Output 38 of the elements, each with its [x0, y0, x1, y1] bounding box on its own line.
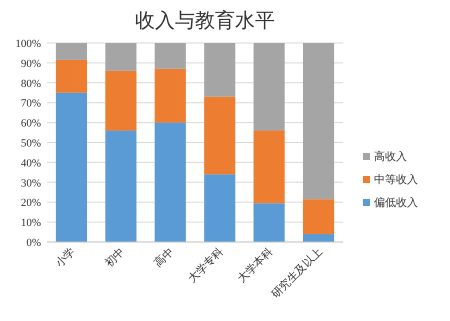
bar: [105, 70, 136, 131]
x-tick-label: 大学本科: [234, 244, 276, 286]
x-tick-label: 小学: [52, 244, 78, 270]
y-tick-label: 90%: [20, 58, 41, 70]
bar: [56, 92, 88, 242]
y-tick-label: 60%: [20, 118, 41, 130]
chart-title: 收入与教育水平: [135, 8, 275, 32]
bar: [302, 43, 334, 200]
x-tick-label: 初中: [102, 244, 127, 270]
legend-label: 中等收入: [374, 173, 418, 186]
bar: [204, 96, 236, 174]
y-tick-label: 70%: [20, 98, 41, 110]
bar: [56, 60, 88, 93]
bar: [254, 130, 285, 204]
bar: [302, 234, 334, 242]
bar: [204, 43, 236, 97]
x-tick-label: 大学专科: [186, 244, 226, 286]
x-tick-label: 高中: [152, 244, 176, 270]
bar: [204, 174, 236, 242]
bar: [105, 43, 136, 71]
legend-label: 高收入: [374, 150, 407, 163]
bar: [154, 122, 186, 242]
bar: [105, 130, 136, 242]
bar: [154, 43, 186, 69]
bar: [254, 203, 285, 242]
bar: [254, 43, 285, 131]
bar: [154, 68, 186, 123]
y-tick-label: 20%: [20, 197, 41, 210]
y-tick-label: 100%: [15, 38, 41, 50]
y-tick-label: 80%: [20, 78, 41, 90]
y-tick-label: 50%: [20, 138, 41, 150]
bar: [302, 199, 334, 234]
bar: [56, 43, 88, 60]
y-tick-label: 0%: [26, 237, 41, 249]
y-tick-label: 30%: [20, 177, 41, 190]
y-tick-label: 10%: [20, 217, 41, 230]
legend-label: 偏低收入: [374, 196, 418, 209]
y-tick-label: 40%: [20, 157, 41, 170]
